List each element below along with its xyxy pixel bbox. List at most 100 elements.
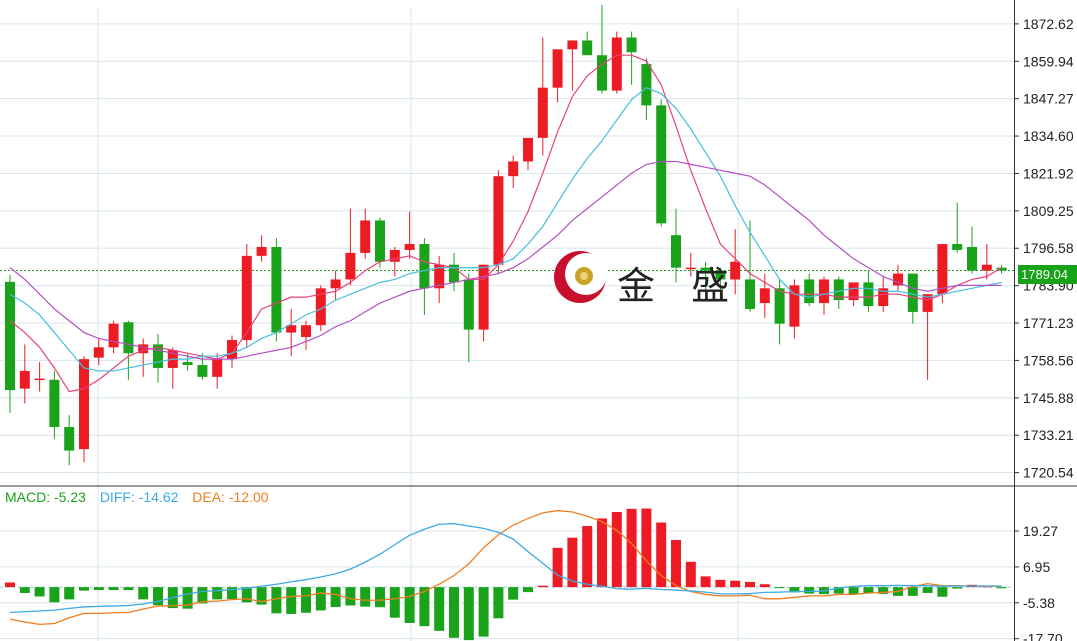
macd-legend: MACD: -5.23 DIFF: -14.62 DEA: -12.00 (5, 489, 279, 505)
macd-bar (804, 587, 815, 594)
candle-body (685, 267, 696, 270)
price-tick-label: 1821.92 (1023, 165, 1074, 181)
candle-body (967, 247, 977, 271)
macd-bar (123, 587, 134, 591)
candle-body (212, 359, 223, 377)
macd-bar (567, 537, 578, 588)
candle-body (79, 359, 89, 450)
macd-bar (996, 587, 1007, 589)
candle-body (419, 244, 430, 289)
macd-bar (478, 587, 489, 637)
price-tick-label: 1758.56 (1023, 352, 1074, 368)
candle-body (493, 176, 504, 265)
macd-bar (19, 587, 30, 593)
macd-bar (5, 582, 15, 588)
candle-body (700, 267, 711, 271)
candle-body (745, 279, 755, 309)
price-tick-label: 1809.25 (1023, 203, 1074, 219)
candle-body (833, 279, 844, 301)
macd-bar (863, 587, 874, 594)
macd-bar (64, 587, 75, 600)
macd-bar (848, 587, 859, 595)
macd-bar (138, 587, 149, 600)
diff-value-label: DIFF: -14.62 (99, 489, 179, 505)
macd-bar (108, 587, 119, 591)
candles (5, 5, 1007, 466)
price-tick-label: 1771.23 (1023, 315, 1074, 331)
macd-bar (404, 587, 415, 623)
macd-bar (907, 587, 918, 596)
macd-bar (493, 587, 504, 619)
candle-body (330, 279, 341, 289)
macd-bar (197, 587, 208, 604)
candle-body (907, 273, 918, 312)
macd-bar (153, 587, 163, 606)
macd-bar (626, 508, 637, 588)
macd-bar (523, 587, 533, 593)
candle-body (256, 247, 267, 256)
macd-bar (271, 587, 282, 614)
candle-body (123, 322, 134, 354)
candle-body (182, 362, 193, 366)
candle-body (360, 220, 371, 253)
candle-body (611, 37, 622, 91)
macd-bar (833, 587, 844, 594)
price-tick-label: 1745.88 (1023, 390, 1074, 406)
candle-body (848, 282, 859, 301)
candle-body (108, 323, 119, 348)
macd-bar (700, 576, 711, 588)
price-tick-label: 1872.62 (1023, 16, 1074, 32)
candle-body (626, 37, 637, 53)
candle-body (715, 270, 726, 280)
dea-value-label: DEA: -12.00 (192, 489, 269, 505)
macd-bar (449, 587, 459, 638)
candle-body (774, 288, 785, 324)
macd-bar (360, 587, 371, 607)
grid-lines (0, 8, 1014, 641)
price-tick-label: 1720.54 (1023, 465, 1074, 481)
candle-body (315, 288, 326, 326)
macd-bar (434, 587, 445, 631)
macd-bar (937, 587, 948, 597)
candle-body (34, 378, 45, 381)
candle-body (478, 264, 489, 330)
candle-body (582, 40, 593, 56)
candle-body (804, 279, 815, 304)
candle-body (389, 249, 400, 262)
candle-body (863, 282, 874, 307)
macd-tick-label: -17.70 (1023, 631, 1063, 641)
candle-body (552, 49, 563, 88)
candle-body (463, 279, 474, 330)
candle-body (996, 267, 1007, 271)
candle-body (922, 294, 933, 312)
jinsheng-logo-icon (552, 249, 610, 312)
price-tick-label: 1834.60 (1023, 128, 1074, 144)
candle-body (153, 344, 163, 368)
candle-body (138, 344, 149, 354)
macd-bar (49, 587, 60, 603)
candle-body (64, 426, 75, 451)
candle-body (449, 264, 459, 283)
candle-body (641, 64, 652, 106)
candle-body (878, 288, 889, 307)
candle-body (819, 279, 829, 304)
candle-body (508, 161, 519, 177)
candle-body (759, 288, 770, 304)
price-tick-label: 1733.21 (1023, 427, 1074, 443)
moving-average-line (9, 160, 1002, 360)
macd-bar (463, 587, 474, 641)
macd-bar (597, 518, 607, 588)
candle-body (893, 273, 903, 286)
candle-body (597, 55, 607, 91)
candle-body (301, 325, 311, 337)
candle-body (937, 244, 948, 295)
dea-line (9, 523, 1002, 614)
macd-tick-label: 6.95 (1023, 559, 1050, 575)
candle-body (952, 244, 963, 250)
candle-body (271, 247, 282, 333)
candle-body (789, 285, 800, 327)
macd-bar (286, 587, 297, 614)
candle-body (197, 365, 208, 377)
macd-tick-label: -5.38 (1023, 595, 1055, 611)
